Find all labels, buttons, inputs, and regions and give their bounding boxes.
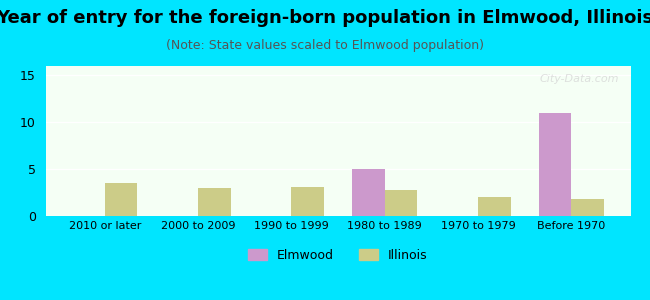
Bar: [571, 199, 604, 216]
Bar: [478, 197, 511, 216]
Bar: [539, 113, 571, 216]
Bar: [291, 187, 324, 216]
Bar: [385, 190, 417, 216]
Text: Year of entry for the foreign-born population in Elmwood, Illinois: Year of entry for the foreign-born popul…: [0, 9, 650, 27]
Bar: [198, 188, 231, 216]
Text: City-Data.com: City-Data.com: [540, 74, 619, 83]
Legend: Elmwood, Illinois: Elmwood, Illinois: [244, 244, 432, 267]
Bar: [105, 183, 137, 216]
Bar: [352, 169, 385, 216]
Text: (Note: State values scaled to Elmwood population): (Note: State values scaled to Elmwood po…: [166, 39, 484, 52]
